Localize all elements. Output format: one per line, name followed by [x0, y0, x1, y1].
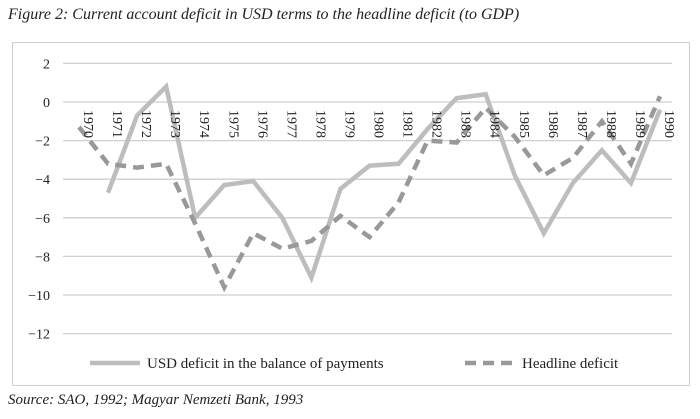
chart-frame	[12, 42, 690, 386]
y-tick-label: 2	[43, 57, 50, 72]
x-tick-label: 1979	[341, 110, 356, 138]
x-tick-label: 1985	[516, 110, 531, 138]
x-tick-label: 1977	[283, 110, 298, 138]
x-tick-label: 1976	[254, 110, 269, 138]
x-tick-label: 1971	[109, 110, 124, 138]
y-tick-label: −10	[28, 289, 50, 304]
x-tick-label: 1972	[138, 110, 153, 138]
x-tick-label: 1978	[312, 110, 327, 138]
source-note: Source: SAO, 1992; Magyar Nemzeti Bank, …	[8, 392, 304, 408]
x-tick-label: 1983	[458, 110, 473, 138]
x-tick-label: 1981	[400, 110, 415, 138]
y-tick-label: 0	[43, 96, 50, 111]
x-tick-label: 1975	[225, 110, 240, 138]
x-tick-label: 1988	[603, 110, 618, 138]
x-tick-label: 1982	[429, 110, 444, 138]
x-tick-label: 1973	[167, 110, 182, 138]
x-tick-label: 1986	[545, 110, 560, 138]
series-line-usd-deficit	[105, 82, 663, 284]
x-tick-label: 1980	[371, 110, 386, 138]
y-tick-label: −12	[28, 328, 50, 343]
x-tick-label: 1984	[487, 110, 502, 138]
y-tick-label: −2	[35, 135, 50, 150]
y-tick-label: −4	[35, 173, 50, 188]
legend-label: USD deficit in the balance of payments	[147, 356, 384, 372]
y-tick-label: −8	[35, 250, 50, 265]
figure-title: Figure 2: Current account deficit in USD…	[8, 6, 520, 23]
series-line-headline-deficit	[77, 95, 663, 293]
x-tick-label: 1970	[80, 110, 95, 138]
x-tick-label: 1990	[661, 110, 676, 138]
legend-label: Headline deficit	[522, 356, 619, 372]
x-tick-label: 1974	[196, 110, 211, 138]
x-tick-label: 1987	[574, 110, 589, 138]
y-tick-label: −6	[35, 212, 50, 227]
x-tick-label: 1989	[632, 110, 647, 138]
